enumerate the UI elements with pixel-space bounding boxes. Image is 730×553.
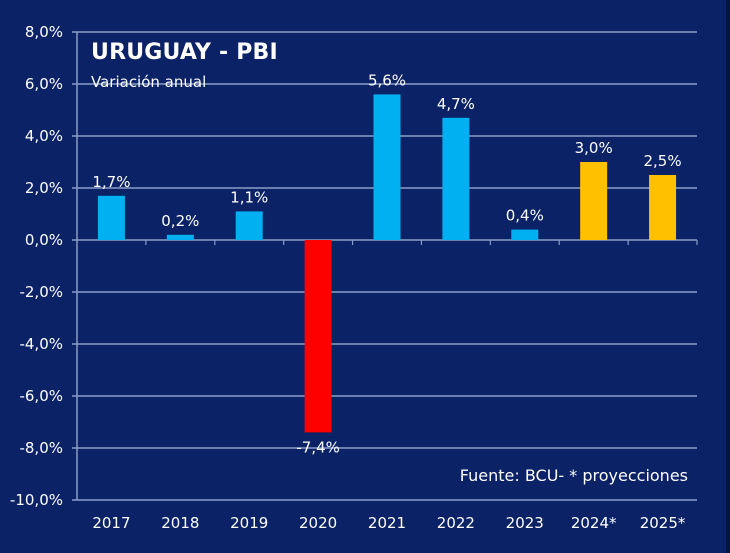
- x-tick-label: 2021: [368, 514, 406, 532]
- bar-2017: [97, 195, 125, 240]
- y-tick-label: 0,0%: [25, 231, 63, 249]
- data-label: 1,1%: [230, 188, 268, 206]
- y-tick-label: 4,0%: [25, 127, 63, 145]
- bar-2021: [373, 94, 401, 241]
- x-tick-label: 2024*: [571, 514, 617, 532]
- x-tick-label: 2023: [506, 514, 544, 532]
- x-tick-label: 2019: [230, 514, 268, 532]
- bar-2025-proj: [649, 175, 677, 240]
- data-label: 1,7%: [92, 173, 130, 191]
- data-label: 4,7%: [437, 95, 475, 113]
- bars: [97, 94, 677, 433]
- data-label: 0,4%: [506, 207, 544, 225]
- x-axis-ticks: 2017 2018 2019 2020 2021 2022 2023 2024* 2025*: [92, 514, 686, 532]
- y-axis-ticks: 8,0% 6,0% 4,0% 2,0% 0,0% -2,0% -4,0% -6,0% -8,0%…: [10, 23, 63, 509]
- data-label: 3,0%: [575, 139, 613, 157]
- source-annotation: Fuente: BCU- * proyecciones: [459, 466, 688, 485]
- bar-2020: [304, 240, 332, 433]
- x-tick-label: 2020: [299, 514, 337, 532]
- y-tick-label: 2,0%: [25, 179, 63, 197]
- x-tick-label: 2018: [161, 514, 199, 532]
- x-tick-label: 2025*: [640, 514, 686, 532]
- y-tick-label: 6,0%: [25, 75, 63, 93]
- data-label: -7,4%: [296, 438, 340, 456]
- chart-subtitle: Variación anual: [91, 73, 207, 91]
- bar-2019: [235, 211, 263, 240]
- data-label: 0,2%: [161, 212, 199, 230]
- bar-2024-proj: [580, 162, 608, 240]
- bar-2023: [511, 229, 539, 240]
- x-tick-label: 2022: [437, 514, 475, 532]
- data-label: 2,5%: [644, 152, 682, 170]
- y-tick-label: -4,0%: [19, 335, 63, 353]
- y-tick-label: -6,0%: [19, 387, 63, 405]
- y-tick-label: -8,0%: [19, 439, 63, 457]
- data-label: 5,6%: [368, 71, 406, 89]
- y-tick-label: -2,0%: [19, 283, 63, 301]
- chart-title: URUGUAY - PBI: [91, 40, 278, 65]
- y-tick-label: 8,0%: [25, 23, 63, 41]
- x-tick-label: 2017: [92, 514, 130, 532]
- y-tick-label: -10,0%: [10, 491, 63, 509]
- bar-2022: [442, 117, 470, 240]
- gridlines: [72, 31, 698, 501]
- data-labels: 1,7% 0,2% 1,1% -7,4% 5,6% 4,7% 0,4% 3,0% 2,5%: [92, 71, 681, 456]
- bar-2018: [166, 234, 194, 240]
